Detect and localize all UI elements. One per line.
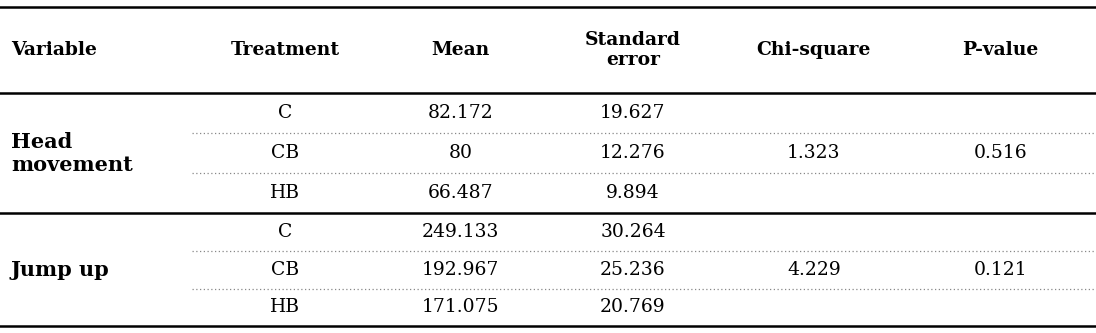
Text: 12.276: 12.276	[601, 144, 665, 162]
Text: Jump up: Jump up	[11, 260, 110, 280]
Text: HB: HB	[270, 184, 300, 202]
Text: 66.487: 66.487	[427, 184, 493, 202]
Text: CB: CB	[271, 261, 299, 279]
Text: 19.627: 19.627	[601, 104, 665, 122]
Text: 249.133: 249.133	[422, 223, 499, 241]
Text: 1.323: 1.323	[787, 144, 841, 162]
Text: 192.967: 192.967	[422, 261, 499, 279]
Text: CB: CB	[271, 144, 299, 162]
Text: 4.229: 4.229	[787, 261, 841, 279]
Text: HB: HB	[270, 298, 300, 316]
Text: C: C	[277, 104, 293, 122]
Text: 25.236: 25.236	[601, 261, 665, 279]
Text: 30.264: 30.264	[601, 223, 665, 241]
Text: Treatment: Treatment	[230, 41, 340, 59]
Text: Standard
error: Standard error	[585, 31, 681, 69]
Text: C: C	[277, 223, 293, 241]
Text: Variable: Variable	[11, 41, 96, 59]
Text: Mean: Mean	[431, 41, 490, 59]
Text: P-value: P-value	[962, 41, 1038, 59]
Text: 171.075: 171.075	[422, 298, 499, 316]
Text: 0.121: 0.121	[973, 261, 1027, 279]
Text: 20.769: 20.769	[601, 298, 665, 316]
Text: Chi-square: Chi-square	[756, 41, 871, 59]
Text: Head
movement: Head movement	[11, 132, 133, 175]
Text: 82.172: 82.172	[427, 104, 493, 122]
Text: 80: 80	[448, 144, 472, 162]
Text: 0.516: 0.516	[973, 144, 1027, 162]
Text: 9.894: 9.894	[606, 184, 660, 202]
